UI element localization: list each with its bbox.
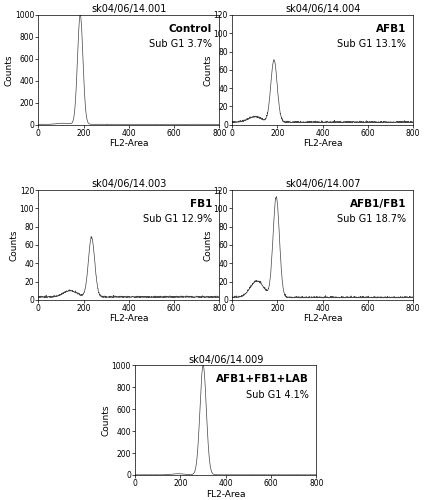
Text: AFB1/FB1: AFB1/FB1 (349, 199, 406, 209)
Text: AFB1+FB1+LAB: AFB1+FB1+LAB (216, 374, 309, 384)
X-axis label: FL2-Area: FL2-Area (303, 314, 343, 324)
Text: AFB1: AFB1 (376, 24, 406, 34)
Text: Sub G1 3.7%: Sub G1 3.7% (149, 39, 212, 49)
Y-axis label: Counts: Counts (9, 229, 18, 260)
Text: FB1: FB1 (190, 199, 212, 209)
X-axis label: FL2-Area: FL2-Area (109, 314, 149, 324)
Text: Sub G1 4.1%: Sub G1 4.1% (246, 390, 309, 400)
Title: sk04/06/14.007: sk04/06/14.007 (285, 180, 360, 190)
X-axis label: FL2-Area: FL2-Area (109, 139, 149, 148)
X-axis label: FL2-Area: FL2-Area (303, 139, 343, 148)
Y-axis label: Counts: Counts (203, 229, 212, 260)
X-axis label: FL2-Area: FL2-Area (206, 490, 245, 498)
Y-axis label: Counts: Counts (203, 54, 212, 86)
Title: sk04/06/14.003: sk04/06/14.003 (91, 180, 167, 190)
Y-axis label: Counts: Counts (101, 404, 110, 436)
Title: sk04/06/14.004: sk04/06/14.004 (285, 4, 360, 14)
Text: Control: Control (169, 24, 212, 34)
Title: sk04/06/14.001: sk04/06/14.001 (91, 4, 167, 14)
Text: Sub G1 12.9%: Sub G1 12.9% (143, 214, 212, 224)
Text: Sub G1 13.1%: Sub G1 13.1% (337, 39, 406, 49)
Text: Sub G1 18.7%: Sub G1 18.7% (337, 214, 406, 224)
Title: sk04/06/14.009: sk04/06/14.009 (188, 354, 263, 364)
Y-axis label: Counts: Counts (4, 54, 13, 86)
